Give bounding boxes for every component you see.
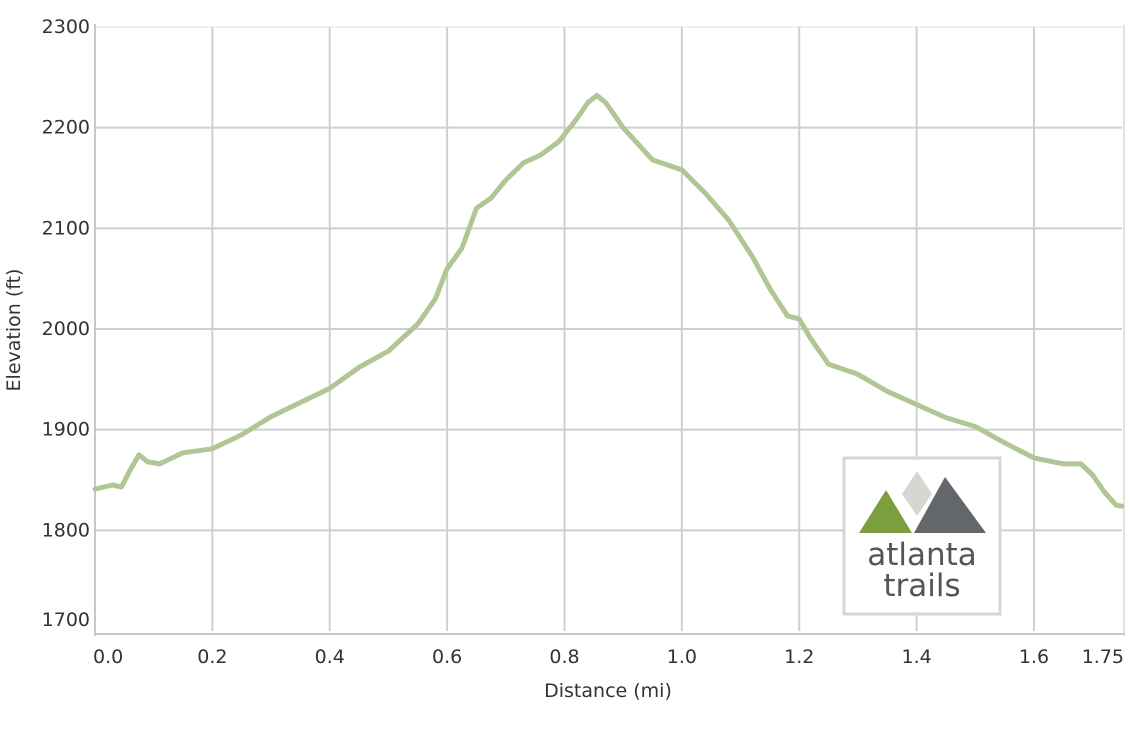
x-tick-label-0.2: 0.2 [197, 646, 227, 668]
y-tick-label-2300: 2300 [42, 16, 90, 38]
axes [94, 24, 1125, 636]
atlanta-trails-logo: atlanta trails [842, 456, 1002, 616]
x-tick-label-0.0: 0.0 [93, 646, 123, 668]
logo-light-mountain-icon [902, 471, 932, 516]
x-tick-label-1.0: 1.0 [667, 646, 697, 668]
x-axis-title: Distance (mi) [544, 680, 672, 702]
x-tick-labels: 0.0 0.2 0.4 0.6 0.8 1.0 1.2 1.4 1.6 1.75 [93, 646, 1124, 668]
x-tick-label-1.75: 1.75 [1082, 646, 1124, 668]
y-tick-label-1700: 1700 [42, 609, 90, 631]
logo-green-mountain-icon [859, 490, 912, 533]
y-tick-labels: 1700 1800 1900 2000 2100 2200 2300 [42, 16, 90, 631]
logo-text-trails: trails [883, 568, 960, 604]
y-tick-label-2100: 2100 [42, 217, 90, 239]
x-tick-label-0.6: 0.6 [432, 646, 462, 668]
series-layer [92, 93, 1125, 509]
logo-gray-mountain-icon [914, 477, 986, 533]
y-tick-label-2000: 2000 [42, 318, 90, 340]
elevation-line-0 [92, 93, 1125, 509]
x-tick-label-0.8: 0.8 [549, 646, 579, 668]
y-axis-title: Elevation (ft) [3, 269, 25, 392]
y-tick-label-1900: 1900 [42, 419, 90, 441]
x-tick-label-1.6: 1.6 [1019, 646, 1049, 668]
logo-text-atlanta: atlanta [867, 537, 977, 573]
x-tick-label-1.4: 1.4 [901, 646, 931, 668]
y-tick-label-1800: 1800 [42, 519, 90, 541]
y-tick-label-2200: 2200 [42, 117, 90, 139]
x-tick-label-0.4: 0.4 [315, 646, 345, 668]
x-tick-label-1.2: 1.2 [784, 646, 814, 668]
